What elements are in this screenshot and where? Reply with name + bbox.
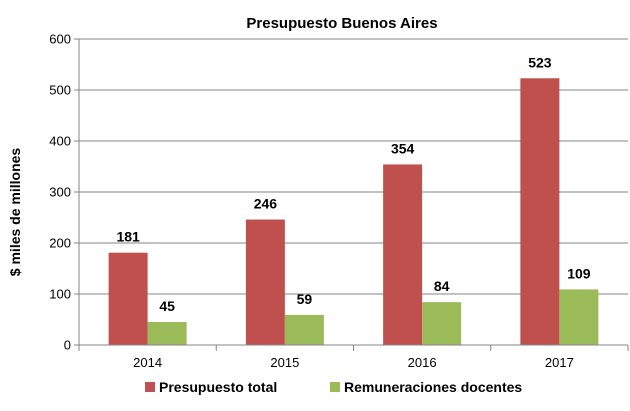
bars xyxy=(108,78,599,346)
legend-swatch-presupuesto-total xyxy=(145,382,155,392)
y-tick-label: 600 xyxy=(49,32,71,47)
data-label: 246 xyxy=(254,196,278,212)
chart-title: Presupuesto Buenos Aires xyxy=(246,15,437,32)
y-axis-label: $ miles de millones xyxy=(7,148,23,277)
y-tick-label: 500 xyxy=(49,83,71,98)
bar-presupuesto-total-2015 xyxy=(245,219,285,345)
axes: 0 100 200 300 400 500 600 2014 2015 2016 2017 xyxy=(49,32,629,370)
data-labels: 181 246 354 523 45 59 84 109 xyxy=(116,54,590,314)
data-label: 354 xyxy=(391,140,415,156)
x-tick-label-2014: 2014 xyxy=(133,355,162,370)
legend-label-remuneraciones-docentes: Remuneraciones docentes xyxy=(344,379,522,395)
data-label: 181 xyxy=(116,229,140,245)
x-tick-label-2015: 2015 xyxy=(270,355,299,370)
y-tick-label: 400 xyxy=(49,134,71,149)
bar-presupuesto-total-2017 xyxy=(520,78,560,346)
data-label: 84 xyxy=(434,278,450,294)
data-label: 523 xyxy=(528,54,552,70)
bar-presupuesto-total-2014 xyxy=(108,252,148,345)
y-tick-label: 0 xyxy=(64,338,71,353)
data-label: 109 xyxy=(567,265,591,281)
bar-remuneraciones-docentes-2015 xyxy=(284,314,324,345)
x-tick-label-2017: 2017 xyxy=(545,355,574,370)
x-tick-label-2016: 2016 xyxy=(408,355,437,370)
bar-presupuesto-total-2016 xyxy=(383,164,423,345)
y-tick-label: 200 xyxy=(49,236,71,251)
y-tick-label: 300 xyxy=(49,185,71,200)
data-label: 45 xyxy=(159,298,175,314)
bar-remuneraciones-docentes-2014 xyxy=(147,322,187,345)
bar-remuneraciones-docentes-2017 xyxy=(559,289,599,345)
y-tick-label: 100 xyxy=(49,287,71,302)
bar-remuneraciones-docentes-2016 xyxy=(422,302,462,345)
legend: Presupuesto total Remuneraciones docentes xyxy=(145,379,522,395)
legend-swatch-remuneraciones-docentes xyxy=(330,382,340,392)
legend-label-presupuesto-total: Presupuesto total xyxy=(159,379,277,395)
data-label: 59 xyxy=(297,291,313,307)
